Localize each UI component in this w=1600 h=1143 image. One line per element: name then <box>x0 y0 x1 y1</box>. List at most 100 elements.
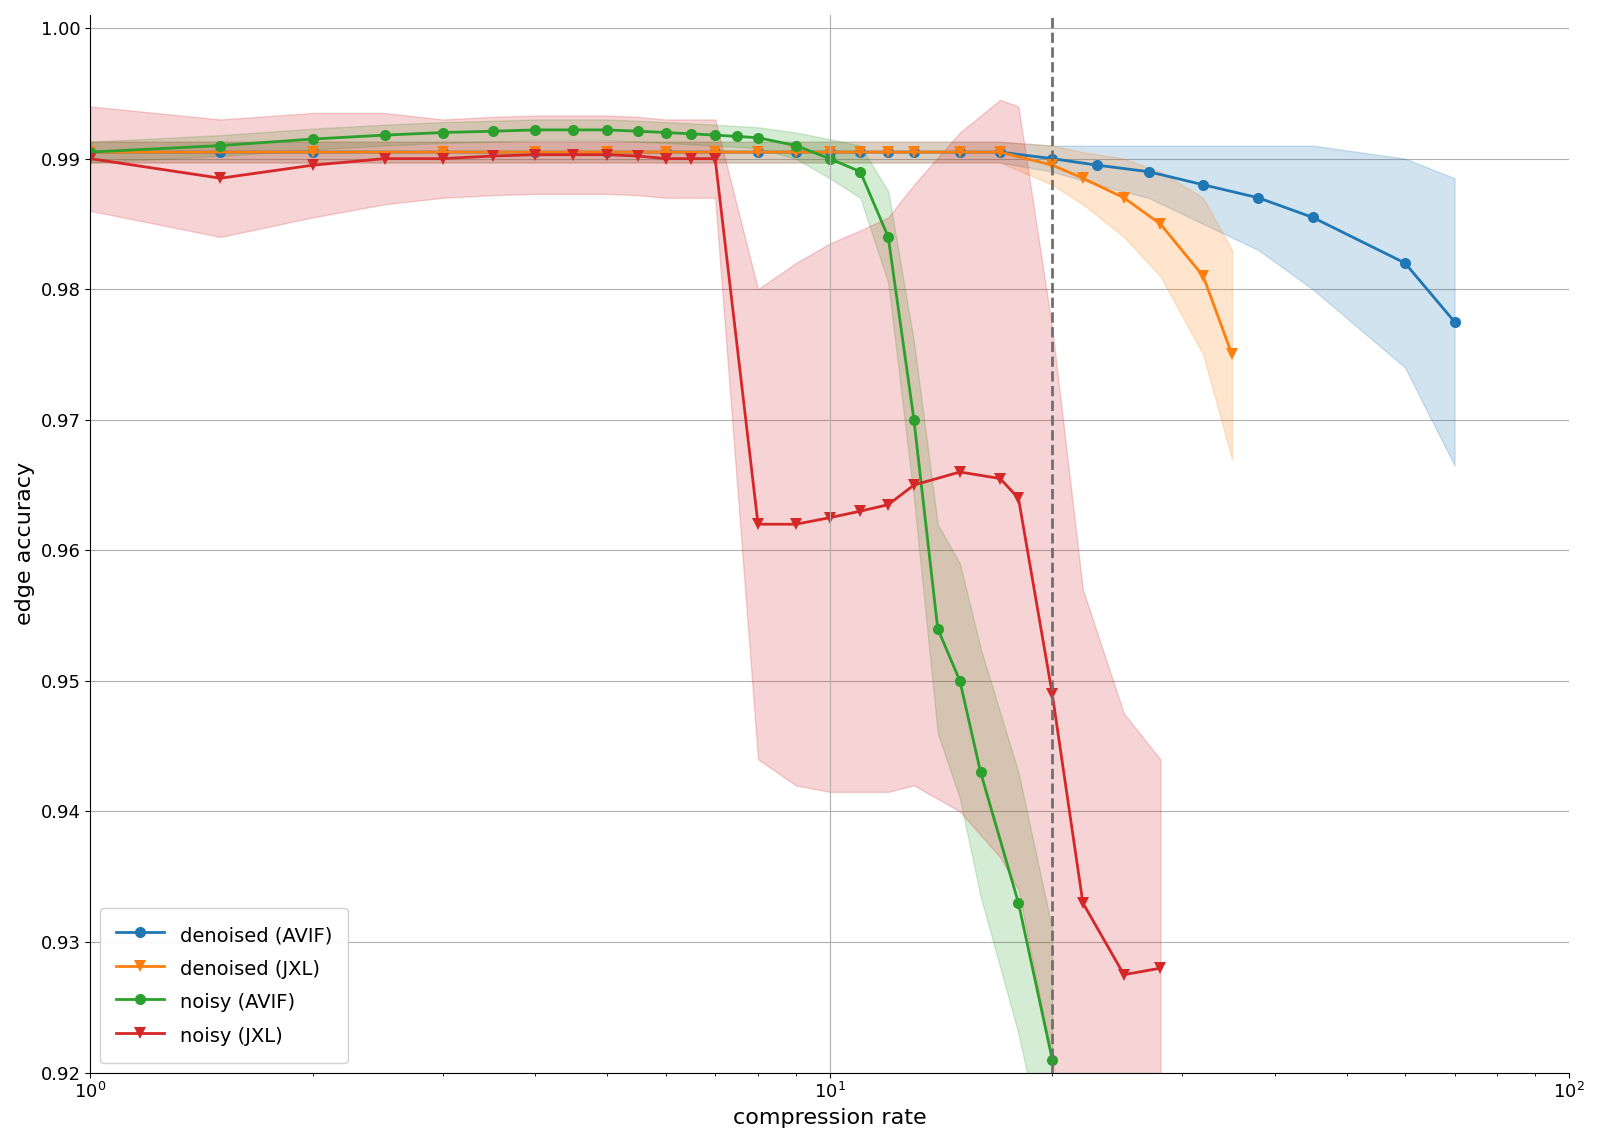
noisy (AVIF) <box>597 123 616 137</box>
denoised (AVIF) <box>1445 315 1464 329</box>
noisy (AVIF) <box>1010 896 1029 910</box>
denoised (AVIF) <box>851 145 870 159</box>
denoised (JXL) <box>904 145 923 159</box>
noisy (JXL) <box>80 152 99 166</box>
denoised (AVIF) <box>1395 256 1414 270</box>
noisy (AVIF) <box>682 127 701 141</box>
noisy (JXL) <box>374 152 394 166</box>
Line: denoised (AVIF): denoised (AVIF) <box>85 146 1461 327</box>
denoised (JXL) <box>526 145 546 159</box>
Legend: denoised (AVIF), denoised (JXL), noisy (AVIF), noisy (JXL): denoised (AVIF), denoised (JXL), noisy (… <box>99 908 347 1063</box>
noisy (JXL) <box>526 147 546 161</box>
denoised (JXL) <box>821 145 840 159</box>
noisy (AVIF) <box>656 126 675 139</box>
denoised (JXL) <box>1222 347 1242 361</box>
denoised (JXL) <box>597 145 616 159</box>
Line: noisy (JXL): noisy (JXL) <box>85 149 1166 981</box>
denoised (AVIF) <box>1194 178 1213 192</box>
noisy (AVIF) <box>904 413 923 426</box>
Line: denoised (JXL): denoised (JXL) <box>85 146 1237 360</box>
denoised (AVIF) <box>211 145 230 159</box>
noisy (AVIF) <box>80 145 99 159</box>
denoised (JXL) <box>1074 171 1093 185</box>
noisy (AVIF) <box>706 128 725 142</box>
denoised (JXL) <box>1194 270 1213 283</box>
denoised (JXL) <box>749 145 768 159</box>
denoised (AVIF) <box>304 145 323 159</box>
noisy (JXL) <box>706 152 725 166</box>
noisy (JXL) <box>563 147 582 161</box>
denoised (AVIF) <box>706 145 725 159</box>
noisy (AVIF) <box>629 125 648 138</box>
noisy (AVIF) <box>728 129 747 143</box>
noisy (JXL) <box>1043 687 1062 701</box>
denoised (JXL) <box>878 145 898 159</box>
noisy (AVIF) <box>434 126 453 139</box>
denoised (AVIF) <box>904 145 923 159</box>
Line: noisy (AVIF): noisy (AVIF) <box>85 125 1058 1065</box>
Y-axis label: edge accuracy: edge accuracy <box>14 462 35 625</box>
denoised (AVIF) <box>1088 158 1107 171</box>
noisy (AVIF) <box>483 125 502 138</box>
noisy (JXL) <box>483 149 502 162</box>
noisy (AVIF) <box>971 766 990 780</box>
denoised (JXL) <box>304 145 323 159</box>
noisy (JXL) <box>904 478 923 491</box>
noisy (JXL) <box>597 147 616 161</box>
denoised (JXL) <box>434 145 453 159</box>
noisy (JXL) <box>1010 491 1029 505</box>
denoised (JXL) <box>851 145 870 159</box>
denoised (AVIF) <box>597 145 616 159</box>
noisy (AVIF) <box>374 128 394 142</box>
noisy (AVIF) <box>526 123 546 137</box>
noisy (JXL) <box>211 171 230 185</box>
noisy (JXL) <box>682 152 701 166</box>
noisy (AVIF) <box>928 622 947 636</box>
denoised (AVIF) <box>656 145 675 159</box>
noisy (JXL) <box>878 498 898 512</box>
X-axis label: compression rate: compression rate <box>733 1108 926 1128</box>
noisy (JXL) <box>786 518 805 531</box>
denoised (JXL) <box>786 145 805 159</box>
denoised (AVIF) <box>950 145 970 159</box>
denoised (AVIF) <box>1302 210 1322 224</box>
noisy (JXL) <box>656 152 675 166</box>
denoised (JXL) <box>1114 191 1133 205</box>
noisy (AVIF) <box>304 133 323 146</box>
denoised (AVIF) <box>821 145 840 159</box>
noisy (JXL) <box>851 504 870 518</box>
denoised (AVIF) <box>434 145 453 159</box>
noisy (JXL) <box>1150 961 1170 975</box>
denoised (AVIF) <box>80 145 99 159</box>
noisy (AVIF) <box>950 674 970 688</box>
denoised (AVIF) <box>1043 152 1062 166</box>
noisy (JXL) <box>950 465 970 479</box>
noisy (AVIF) <box>878 230 898 243</box>
denoised (JXL) <box>80 145 99 159</box>
noisy (AVIF) <box>786 138 805 152</box>
noisy (AVIF) <box>1043 1053 1062 1066</box>
noisy (AVIF) <box>563 123 582 137</box>
noisy (AVIF) <box>749 131 768 145</box>
noisy (JXL) <box>629 149 648 162</box>
denoised (JXL) <box>706 145 725 159</box>
denoised (AVIF) <box>1139 165 1158 178</box>
noisy (JXL) <box>434 152 453 166</box>
denoised (JXL) <box>656 145 675 159</box>
noisy (JXL) <box>1074 896 1093 910</box>
noisy (AVIF) <box>211 138 230 152</box>
denoised (AVIF) <box>990 145 1010 159</box>
noisy (JXL) <box>1114 968 1133 982</box>
noisy (AVIF) <box>851 165 870 178</box>
denoised (AVIF) <box>749 145 768 159</box>
denoised (JXL) <box>950 145 970 159</box>
noisy (JXL) <box>304 158 323 171</box>
denoised (AVIF) <box>786 145 805 159</box>
denoised (AVIF) <box>526 145 546 159</box>
noisy (JXL) <box>821 511 840 525</box>
denoised (AVIF) <box>1248 191 1267 205</box>
denoised (JXL) <box>1043 158 1062 171</box>
denoised (AVIF) <box>878 145 898 159</box>
denoised (JXL) <box>990 145 1010 159</box>
noisy (AVIF) <box>821 152 840 166</box>
